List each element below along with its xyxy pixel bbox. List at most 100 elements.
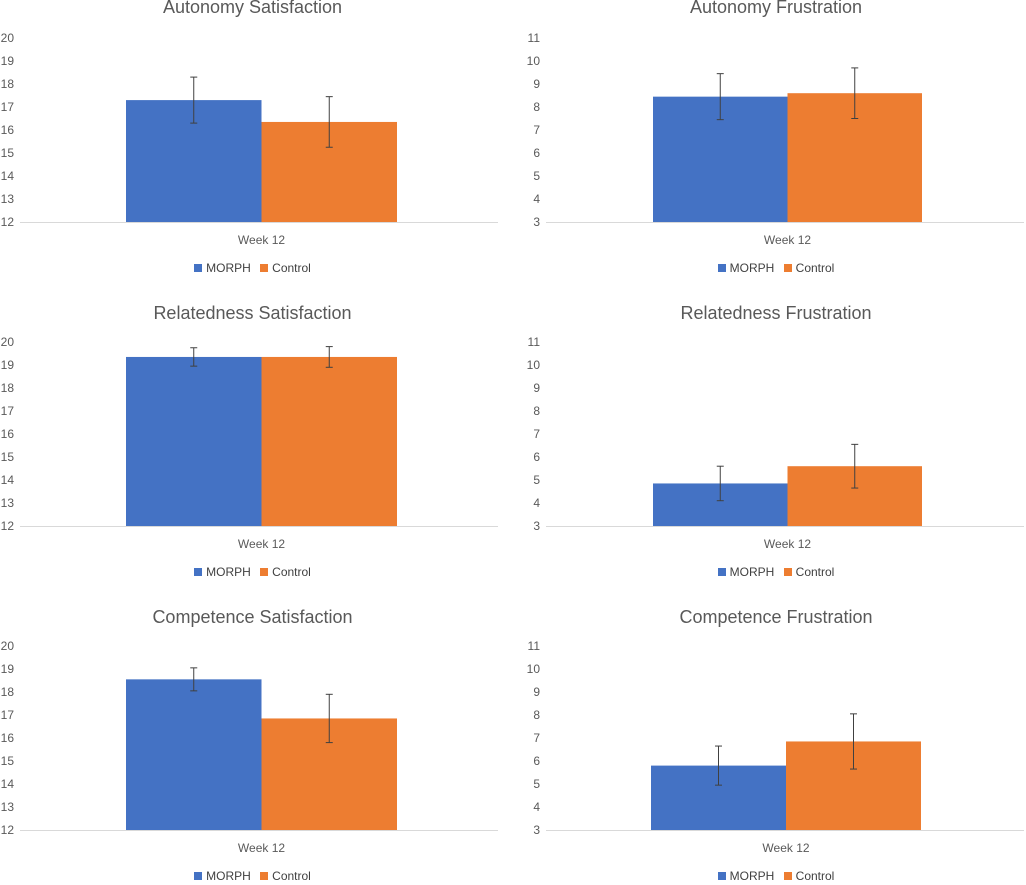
error-bar-control — [325, 96, 333, 148]
y-tick-label: 4 — [533, 496, 540, 510]
y-tick-label: 15 — [1, 146, 15, 160]
y-tick-label: 16 — [1, 123, 15, 137]
y-tick-label: 6 — [533, 754, 540, 768]
y-tick-label: 16 — [1, 731, 15, 745]
legend-label-control: Control — [795, 869, 835, 883]
legend-swatch-control — [260, 568, 269, 576]
chart-competence-frustration: Competence Frustration 3 4 5 6 7 8 9 10 11 Week 1… — [526, 607, 1026, 885]
y-tick-label: 14 — [1, 777, 15, 791]
y-tick-label: 17 — [1, 100, 15, 114]
chart-plot: 12 13 14 15 16 17 18 19 20 Week 12 — [1, 335, 498, 551]
y-tick-label: 10 — [527, 54, 541, 68]
legend-label-control: Control — [272, 261, 311, 275]
chart-plot: 3 4 5 6 7 8 9 10 11 Week 12 — [527, 31, 1024, 247]
y-tick-label: 16 — [1, 427, 15, 441]
legend-swatch-control — [260, 872, 269, 880]
y-tick-label: 8 — [533, 404, 540, 418]
chart-plot: 12 13 14 15 16 17 18 19 20 Week 12 — [1, 31, 498, 247]
legend-label-morph: MORPH — [206, 261, 251, 275]
error-bar-morph — [190, 667, 198, 692]
legend-entry-morph: MORPH — [194, 565, 251, 579]
y-tick-label: 7 — [533, 123, 540, 137]
error-bar-control — [325, 693, 333, 744]
chart-legend: MORPH Control — [0, 869, 505, 883]
chart-title: Autonomy Satisfaction — [162, 0, 343, 17]
error-bar-control — [851, 443, 859, 489]
y-tick-label: 5 — [533, 473, 540, 487]
legend-swatch-morph — [717, 568, 726, 576]
legend-label-morph: MORPH — [729, 565, 775, 579]
y-tick-label: 3 — [533, 215, 540, 229]
y-tick-label: 13 — [1, 192, 15, 206]
y-tick-label: 6 — [533, 450, 540, 464]
chart-legend: MORPH Control — [526, 565, 1026, 579]
legend-swatch-control — [783, 872, 792, 880]
y-tick-label: 20 — [1, 639, 15, 653]
y-tick-label: 5 — [533, 169, 540, 183]
y-tick-label: 11 — [528, 31, 541, 45]
y-tick-label: 3 — [533, 519, 540, 533]
y-tick-label: 6 — [533, 146, 540, 160]
legend-swatch-morph — [194, 872, 203, 880]
y-tick-label: 18 — [1, 381, 15, 395]
legend-entry-control: Control — [260, 261, 311, 275]
legend-label-control: Control — [795, 261, 835, 275]
chart-legend: MORPH Control — [526, 261, 1026, 275]
error-bar-control — [325, 346, 333, 368]
y-tick-label: 17 — [1, 404, 15, 418]
error-bar-morph — [716, 465, 724, 502]
chart-title: Relatedness Satisfaction — [153, 303, 352, 323]
y-tick-label: 12 — [1, 519, 15, 533]
y-tick-label: 13 — [1, 496, 15, 510]
chart-relatedness-frustration: Relatedness Frustration 3 4 5 6 7 8 9 10 11 Week … — [526, 303, 1026, 594]
legend-label-control: Control — [272, 565, 311, 579]
legend-label-morph: MORPH — [206, 869, 251, 883]
y-tick-label: 9 — [533, 685, 540, 699]
y-tick-label: 11 — [528, 639, 541, 653]
legend-entry-morph: MORPH — [717, 261, 775, 275]
chart-plot: 3 4 5 6 7 8 9 10 11 Week 12 — [527, 639, 1024, 855]
chart-plot: 12 13 14 15 16 17 18 19 20 Week 12 — [1, 639, 498, 855]
chart-title: Competence Satisfaction — [152, 607, 353, 627]
y-tick-label: 19 — [1, 358, 15, 372]
legend-swatch-morph — [717, 264, 726, 272]
y-tick-label: 7 — [533, 427, 540, 441]
chart-relatedness-satisfaction: Relatedness Satisfaction 12 13 14 15 16 17 18 1… — [0, 303, 505, 594]
legend-entry-control: Control — [783, 261, 835, 275]
y-tick-label: 3 — [533, 823, 540, 837]
y-tick-label: 5 — [533, 777, 540, 791]
y-tick-label: 10 — [527, 662, 541, 676]
y-tick-label: 18 — [1, 685, 15, 699]
y-tick-label: 12 — [1, 823, 15, 837]
legend-label-morph: MORPH — [729, 261, 775, 275]
y-tick-label: 19 — [1, 662, 15, 676]
legend-entry-control: Control — [260, 565, 311, 579]
chart-legend: MORPH Control — [526, 869, 1026, 883]
x-category-label: Week 12 — [764, 233, 811, 247]
y-tick-label: 20 — [1, 335, 15, 349]
y-tick-label: 4 — [533, 192, 540, 206]
y-tick-label: 14 — [1, 473, 15, 487]
y-tick-label: 4 — [533, 800, 540, 814]
chart-plot: 3 4 5 6 7 8 9 10 11 Week 12 — [527, 335, 1024, 551]
x-category-label: Week 12 — [762, 841, 809, 855]
y-tick-label: 17 — [1, 708, 15, 722]
legend-swatch-control — [260, 264, 269, 272]
legend-entry-morph: MORPH — [194, 869, 251, 883]
legend-swatch-control — [783, 264, 792, 272]
y-tick-label: 8 — [533, 100, 540, 114]
x-category-label: Week 12 — [764, 537, 811, 551]
legend-label-control: Control — [795, 565, 835, 579]
legend-swatch-morph — [717, 872, 726, 880]
y-tick-label: 12 — [1, 215, 15, 229]
y-tick-label: 13 — [1, 800, 15, 814]
legend-swatch-morph — [194, 568, 203, 576]
legend-swatch-control — [783, 568, 792, 576]
chart-competence-satisfaction: Competence Satisfaction 12 13 14 15 16 17 18 19… — [0, 607, 505, 885]
y-tick-label: 14 — [1, 169, 15, 183]
x-category-label: Week 12 — [238, 841, 285, 855]
chart-legend: MORPH Control — [0, 261, 505, 275]
legend-entry-morph: MORPH — [717, 869, 774, 883]
y-tick-label: 7 — [533, 731, 540, 745]
